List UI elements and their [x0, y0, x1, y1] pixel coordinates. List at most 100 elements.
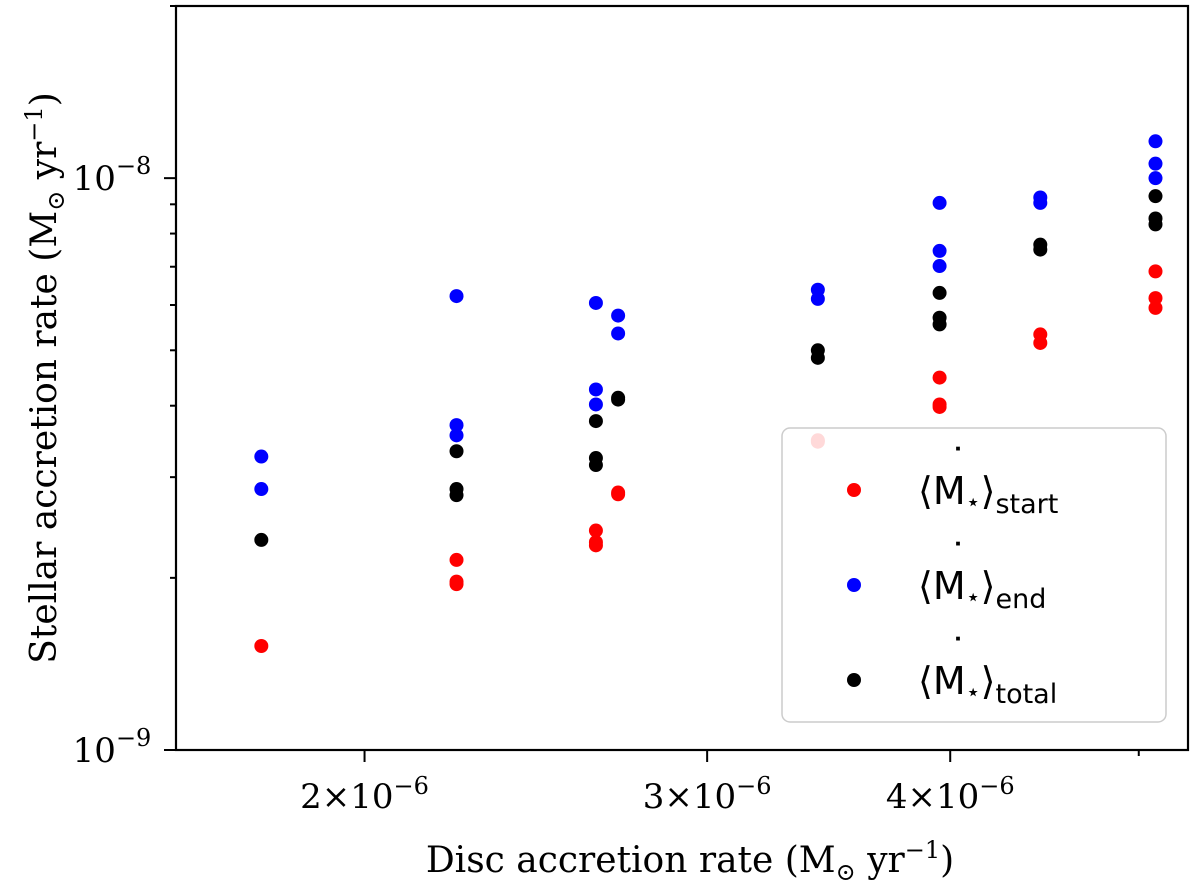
data-point [611, 326, 626, 341]
data-point [254, 482, 269, 497]
data-point [932, 317, 947, 332]
legend-marker [847, 673, 861, 687]
data-point [449, 577, 464, 592]
y-tick-exp: −9 [116, 724, 151, 752]
x-tick-exp: −6 [736, 772, 771, 800]
data-point [611, 308, 626, 323]
data-point [1033, 335, 1048, 350]
data-point [588, 295, 603, 310]
legend-label-open: ⟨M [918, 469, 966, 513]
x-axis-label-end: ) [940, 840, 954, 881]
data-point [1148, 189, 1163, 204]
x-tick-coef: 3 [643, 777, 665, 817]
data-point [588, 523, 603, 538]
data-point [1148, 264, 1163, 279]
data-point [449, 444, 464, 459]
y-axis-label-main: Stellar accretion rate (M [24, 211, 65, 664]
legend-label-star: ⋆ [966, 583, 981, 611]
legend-label-open: ⟨M [918, 659, 966, 703]
y-axis-label: Stellar accretion rate (M⊙ yr−1) [20, 92, 70, 664]
x-tick-base: 10 [936, 777, 979, 817]
data-point [588, 382, 603, 397]
svg-text:Stellar accretion rate (M⊙ yr−: Stellar accretion rate (M⊙ yr−1) [20, 92, 70, 664]
data-point [449, 428, 464, 443]
data-point [1033, 242, 1048, 257]
data-point [1148, 156, 1163, 171]
legend-marker [847, 578, 861, 592]
y-tick-base: 10 [73, 731, 116, 771]
data-point [810, 291, 825, 306]
legend-box [781, 427, 1167, 723]
data-point [1148, 217, 1163, 232]
data-point [932, 285, 947, 300]
x-axis-label-sup: −1 [905, 836, 940, 864]
legend-label: ⟨M⋆⟩start [918, 469, 1058, 520]
legend-label-sub: total [995, 679, 1057, 710]
x-axis-label-main: Disc accretion rate (M [426, 840, 836, 881]
x-tick-coef: 2 [300, 777, 322, 817]
data-point [810, 350, 825, 365]
legend: ⟨M⋆⟩start˙⟨M⋆⟩end˙⟨M⋆⟩total˙ [781, 427, 1167, 723]
x-axis-label-sub: ⊙ [836, 858, 856, 886]
data-point [932, 370, 947, 385]
y-tick-exp: −8 [116, 152, 151, 180]
y-axis-label-sup: −1 [20, 106, 48, 141]
x-tick-label: 2×10−6 [300, 772, 429, 817]
data-point [1033, 195, 1048, 210]
y-tick-label: 10−8 [73, 152, 152, 199]
x-tick-base: 10 [350, 777, 393, 817]
legend-marker [847, 483, 861, 497]
legend-label-dot: ˙ [949, 536, 968, 580]
data-point [588, 458, 603, 473]
legend-label-star: ⋆ [966, 678, 981, 706]
legend-label-star: ⋆ [966, 488, 981, 516]
legend-label-dot: ˙ [949, 441, 968, 485]
data-point [588, 414, 603, 429]
svg-text:Disc accretion rate (M⊙ yr−1): Disc accretion rate (M⊙ yr−1) [426, 836, 954, 886]
x-tick-times: × [664, 777, 693, 817]
data-point [588, 397, 603, 412]
data-point [932, 259, 947, 274]
legend-label-sub: end [995, 584, 1046, 615]
legend-label: ⟨M⋆⟩end [918, 564, 1046, 615]
legend-label-sub: start [995, 489, 1058, 520]
legend-label-close: ⟩ [981, 469, 996, 513]
axis-ticks: 2×10−6 3×10−6 4×10−610−910−8 [73, 5, 1140, 817]
y-tick-base: 10 [73, 159, 116, 199]
data-point [449, 552, 464, 567]
x-axis-label: Disc accretion rate (M⊙ yr−1) [426, 836, 954, 886]
x-tick-coef: 4 [886, 777, 908, 817]
x-tick-times: × [907, 777, 936, 817]
y-axis-label-sub: ⊙ [42, 191, 70, 211]
data-point [449, 418, 464, 433]
data-point [254, 532, 269, 547]
legend-label-open: ⟨M [918, 564, 966, 608]
data-point [254, 639, 269, 654]
x-tick-times: × [322, 777, 351, 817]
x-tick-label: 4×10−6 [886, 772, 1015, 817]
legend-label-dot: ˙ [949, 631, 968, 675]
x-tick-label: 3×10−6 [643, 772, 772, 817]
legend-label-close: ⟩ [981, 564, 996, 608]
data-point [449, 488, 464, 503]
data-point [588, 538, 603, 553]
x-tick-base: 10 [693, 777, 736, 817]
legend-label: ⟨M⋆⟩total [918, 659, 1057, 710]
y-axis-label-end: ) [24, 92, 65, 106]
data-point [932, 195, 947, 210]
data-point [611, 487, 626, 502]
x-tick-exp: −6 [394, 772, 429, 800]
y-axis-label-mid: yr [24, 141, 65, 191]
data-point [932, 399, 947, 414]
data-point [449, 289, 464, 304]
plot-frame [174, 4, 1190, 752]
x-tick-exp: −6 [979, 772, 1014, 800]
data-point [1148, 291, 1163, 306]
data-point [1148, 134, 1163, 149]
x-axis-label-mid: yr [856, 840, 906, 881]
data-point [1148, 300, 1163, 315]
data-point [1148, 171, 1163, 186]
data-point [611, 392, 626, 407]
y-tick-label: 10−9 [73, 724, 152, 771]
